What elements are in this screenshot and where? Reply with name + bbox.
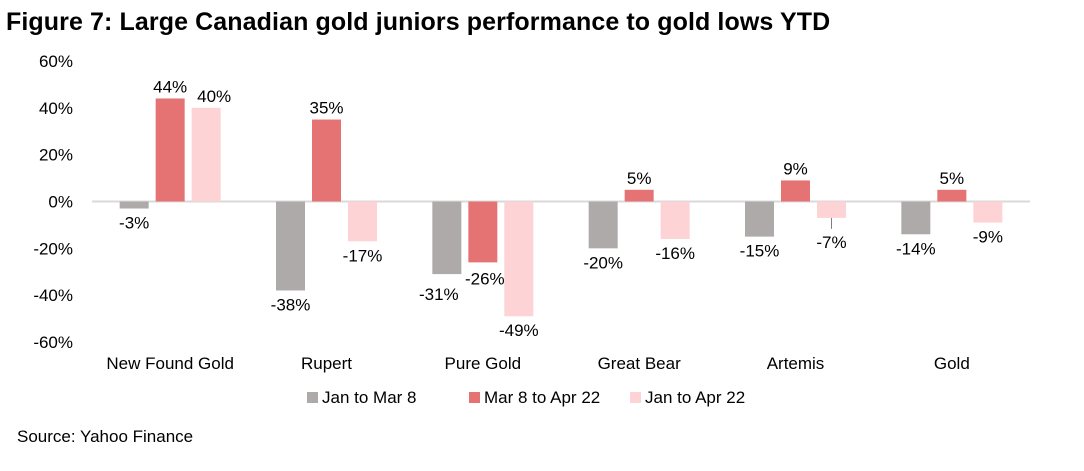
bar [745,201,774,237]
legend: Jan to Mar 8 Mar 8 to Apr 22 Jan to Apr 22 [307,388,745,407]
bar [155,98,185,202]
data-label: 5% [940,169,965,188]
x-category-label: Pure Gold [445,354,522,373]
data-label: -9% [973,228,1003,247]
x-category-label: Artemis [767,354,825,373]
chart-title: Figure 7: Large Canadian gold juniors pe… [6,8,831,36]
data-label: -14% [896,239,936,258]
data-label: -26% [465,269,505,288]
y-tick-label: 0% [48,193,73,212]
legend-swatch [469,392,480,403]
legend-swatch [630,392,641,403]
source-note: Source: Yahoo Finance [17,427,194,446]
data-label: -17% [343,246,383,265]
bars [119,98,1003,317]
bar [660,201,690,239]
data-label: 9% [783,159,808,178]
data-label: 44% [153,77,187,96]
legend-label: Jan to Mar 8 [322,388,417,407]
x-category-label: Rupert [301,354,352,373]
data-label: -31% [419,285,459,304]
data-label: 40% [197,87,231,106]
bar [348,201,377,242]
x-category-label: Great Bear [598,354,681,373]
bar [432,201,462,275]
legend-label: Jan to Apr 22 [645,388,745,407]
data-label: -20% [583,253,623,272]
data-label: -38% [271,295,311,314]
x-axis-categories: New Found Gold Rupert Pure Gold Great Bear A… [106,354,969,373]
data-label: 5% [627,169,652,188]
bar [191,107,221,202]
y-axis: 60% 40% 20% 0% -20% -40% -60% [33,52,73,352]
y-tick-label: 40% [39,99,73,118]
bar [504,201,534,317]
data-label: -3% [119,214,149,233]
bar [624,189,654,202]
bar [973,201,1003,223]
bar [817,201,846,218]
bar [901,201,931,235]
y-tick-label: -20% [33,239,73,258]
bar [468,201,498,263]
bar [312,119,341,202]
legend-label: Mar 8 to Apr 22 [484,388,600,407]
data-label: 35% [309,99,343,118]
y-tick-label: 60% [39,52,73,71]
data-label: -16% [655,244,695,263]
y-tick-label: -40% [33,286,73,305]
y-tick-label: -60% [33,333,73,352]
data-labels: -3% 44% 40% -38% 35% -17% -31% -26% -49% -20% 5% -1… [119,77,1003,340]
y-tick-label: 20% [39,146,73,165]
data-label: -15% [740,242,780,261]
data-label: -7% [816,233,846,252]
data-label: -49% [499,321,539,340]
bar [276,201,305,291]
bar [119,201,149,209]
bar [588,201,618,249]
bar [781,180,810,202]
x-category-label: New Found Gold [106,354,234,373]
bar [937,189,967,202]
x-category-label: Gold [934,354,970,373]
legend-swatch [307,392,318,403]
